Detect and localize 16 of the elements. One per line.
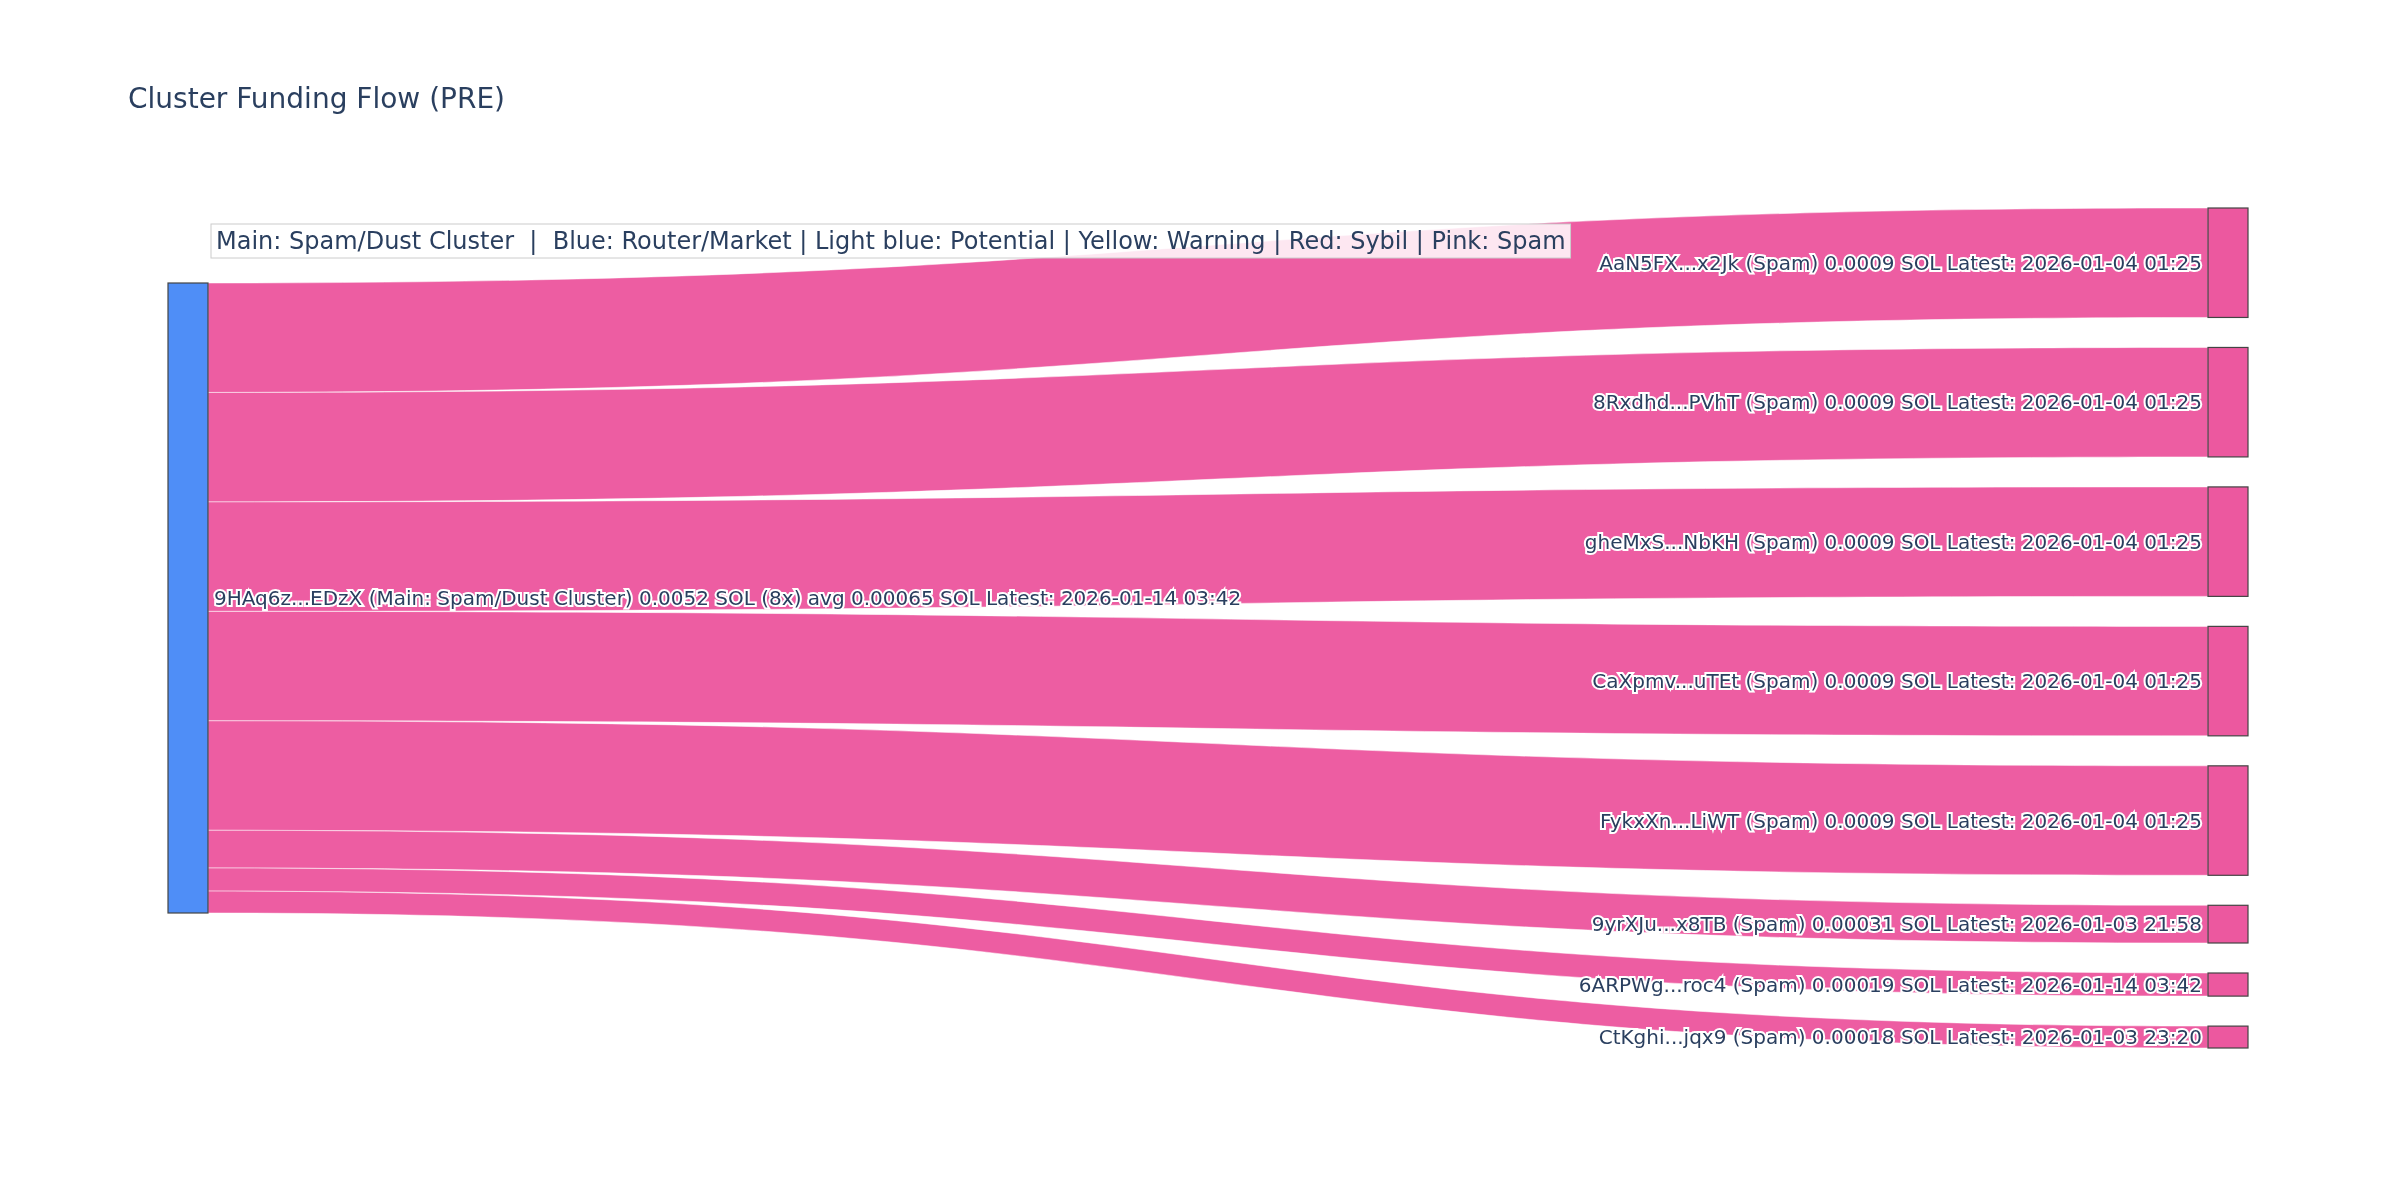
- category-label: AaN5FX...x2Jk (Spam): [1599, 250, 1825, 275]
- data-label: 0.0009 SOL Latest: 2026-01-04 01:25: [1824, 529, 2202, 554]
- category-label: gheMxS...NbKH (Spam): [1584, 529, 1825, 554]
- data-label: 0.0009 SOL Latest: 2026-01-04 01:25: [1824, 250, 2202, 275]
- data-label: 0.0009 SOL Latest: 2026-01-04 01:25: [1824, 669, 2202, 694]
- data-label: 0.0009 SOL Latest: 2026-01-04 01:25: [1824, 390, 2202, 415]
- category-label: 8Rxdhd...PVhT (Spam): [1592, 390, 1825, 415]
- data-label: 0.00019 SOL Latest: 2026-01-14 03:42: [1811, 972, 2202, 997]
- text: Cluster Funding Flow (PRE): [128, 82, 506, 115]
- text: Main: Spam/Dust Cluster | Blue: Router/Market | Light blue: Potential | Yellow: Warning | Red: Sybil | Pink: Spam: [216, 227, 1566, 256]
- data-label: 0.00031 SOL Latest: 2026-01-03 21:58: [1811, 912, 2202, 937]
- series-label: 9HAq6z...EDzX (Main: Spam/Dust Cluster) 0.0052 SOL (8x) avg 0.00065 SOL Latest: 2026-01-14 03:42: [214, 586, 1242, 610]
- category-label: CaXpmv...uTEt (Spam): [1592, 669, 1825, 694]
- data-label: 0.0009 SOL Latest: 2026-01-04 01:25: [1824, 808, 2202, 833]
- category-label: 9yrXJu...x8TB (Spam): [1591, 912, 1812, 937]
- category-label: FykxXn...LiWT (Spam): [1600, 808, 1825, 833]
